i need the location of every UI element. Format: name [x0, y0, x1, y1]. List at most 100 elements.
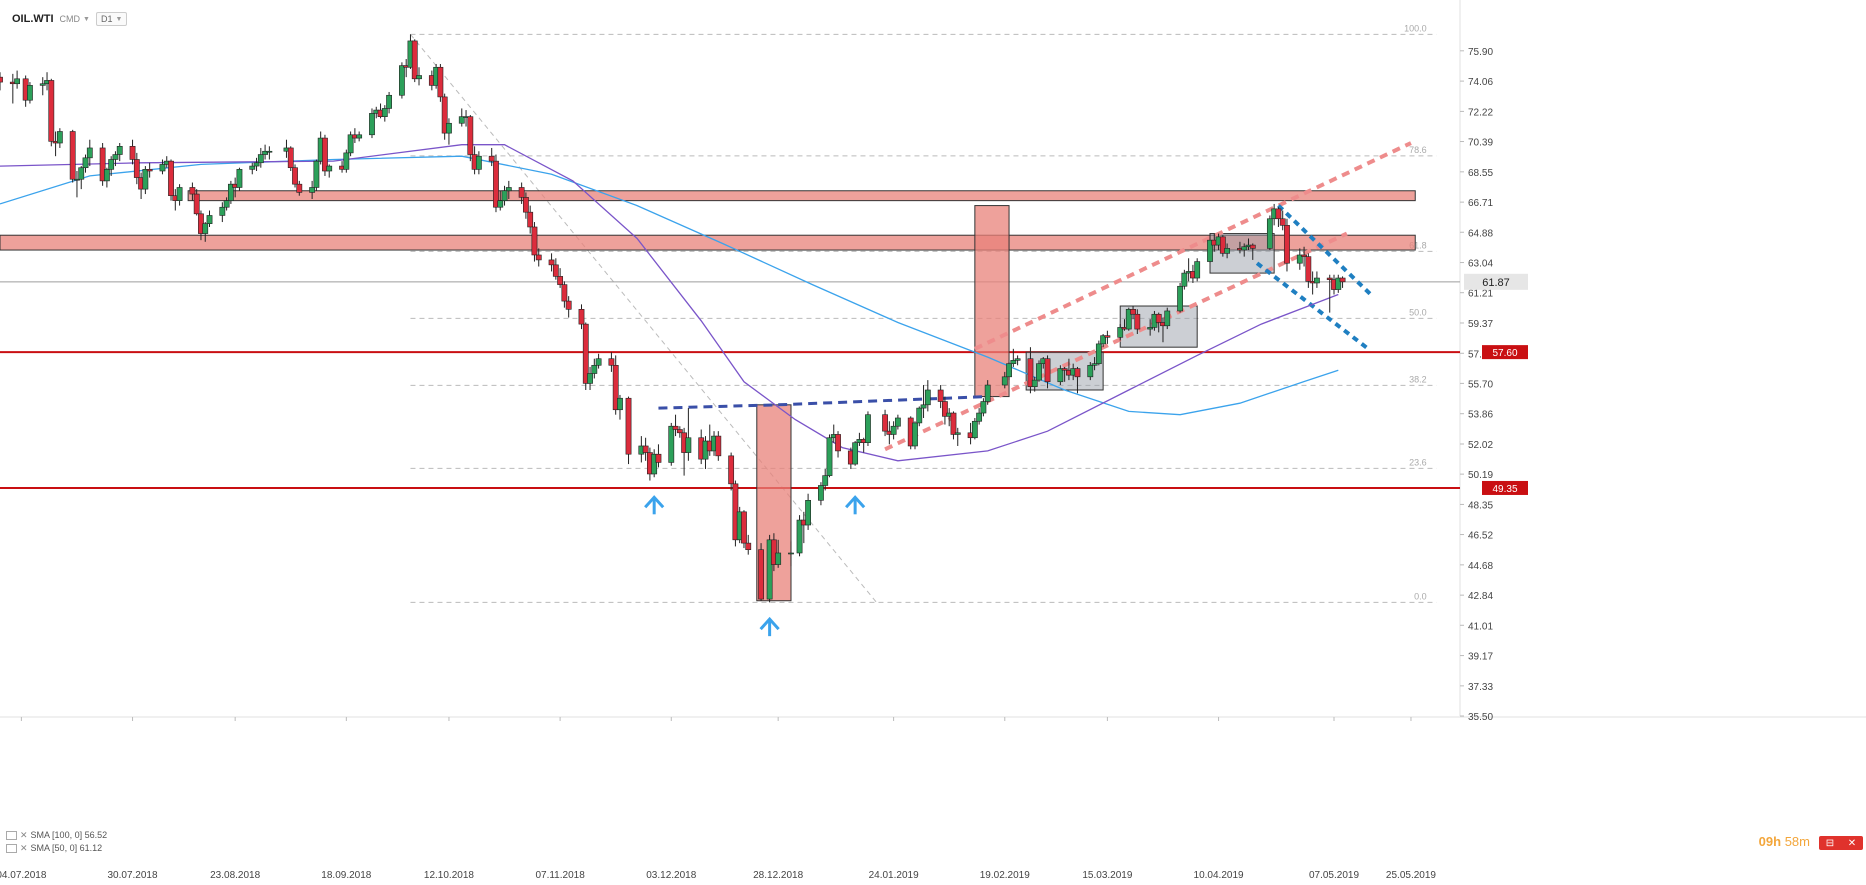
candle [27, 82, 33, 104]
candle-body [1335, 277, 1342, 290]
collapse-icon[interactable]: ⊟ [1825, 837, 1835, 849]
y-tick-label: 37.33 [1468, 682, 1493, 693]
candle-body [1194, 261, 1201, 279]
candle-body [1130, 309, 1136, 315]
falling-channel-lower [1255, 261, 1370, 351]
candle [835, 431, 841, 458]
symbol-label[interactable]: OIL.WTI [12, 13, 54, 25]
candle-body [493, 160, 499, 208]
candle [984, 380, 991, 405]
candle-body [475, 155, 482, 170]
fib-level-label: 38.2 [1409, 374, 1427, 384]
y-tick-label: 52.02 [1468, 440, 1493, 451]
candle [1031, 376, 1038, 392]
timeframe-dropdown[interactable]: D1 ▼ [95, 12, 128, 26]
candle [159, 159, 166, 175]
candle [266, 146, 273, 160]
candle [82, 154, 89, 173]
candle [561, 281, 568, 308]
candle [531, 222, 538, 262]
candle-body [381, 108, 388, 117]
candle [399, 62, 405, 99]
candle-body [206, 215, 213, 224]
neckline-dashed [658, 403, 779, 410]
candle [1006, 362, 1012, 381]
arrow-head [644, 495, 665, 509]
candle [1087, 362, 1094, 381]
candle [48, 78, 55, 147]
candle [788, 541, 794, 567]
candle-body [937, 389, 944, 402]
candle-body [826, 437, 833, 476]
arrow-head [845, 495, 866, 509]
candle [587, 366, 593, 390]
candle [642, 437, 649, 461]
candle [309, 180, 316, 199]
candle [1036, 360, 1042, 382]
y-tick-label: 63.04 [1468, 259, 1493, 270]
candle-body [1219, 236, 1226, 254]
price-label-text: 49.35 [1492, 484, 1517, 495]
candle [651, 449, 658, 478]
candle [1117, 324, 1124, 341]
candle [766, 534, 773, 603]
remove-indicator-icon[interactable]: ✕ [20, 830, 28, 840]
candle-body [591, 364, 598, 374]
candle [313, 159, 320, 191]
candle-body [1091, 363, 1098, 366]
candle [1314, 271, 1320, 288]
candle-body [770, 539, 777, 565]
candle [1326, 274, 1333, 313]
legend-row-sma100[interactable]: ✕ SMA [100, 0] 56.52 [6, 829, 107, 842]
y-tick-label: 55.70 [1468, 379, 1493, 390]
timeframe-label: D1 [100, 14, 113, 24]
candle [758, 543, 764, 601]
candle-body [262, 150, 268, 155]
candle [582, 322, 589, 390]
candle-body [822, 475, 829, 486]
candle-body [356, 134, 363, 139]
candle [446, 118, 452, 145]
candle-body [1249, 244, 1256, 249]
market-label: CMD [59, 14, 81, 24]
candle-body [488, 155, 495, 162]
candle [116, 143, 123, 162]
current-price-box [1464, 273, 1528, 290]
market-dropdown[interactable]: CMD ▼ [60, 14, 90, 24]
indicator-settings-icon[interactable] [6, 844, 17, 853]
candle [1057, 365, 1064, 386]
x-tick-label: 28.12.2018 [753, 870, 803, 881]
candle-body [99, 147, 106, 182]
candle-body [446, 122, 452, 134]
legend-row-sma50[interactable]: ✕ SMA [50, 0] 61.12 [6, 842, 107, 855]
candle [501, 185, 508, 206]
candle [1266, 215, 1273, 251]
candle [1284, 218, 1290, 272]
channel-lower-line [884, 231, 1348, 452]
candle-body [818, 485, 824, 501]
candle [668, 422, 675, 466]
remove-indicator-icon[interactable]: ✕ [20, 843, 28, 853]
candle-body [1284, 225, 1290, 264]
candle [1275, 207, 1282, 227]
y-tick-label: 53.86 [1468, 410, 1493, 421]
candle-body [223, 200, 230, 208]
candle [1155, 312, 1162, 333]
price-label-box [1482, 345, 1528, 360]
candle-body [745, 542, 752, 551]
candle-body [531, 226, 538, 256]
close-icon[interactable]: ✕ [1847, 837, 1857, 849]
candle-body [14, 78, 21, 85]
candle-body [617, 397, 623, 411]
candle [133, 152, 140, 185]
candle-body [1104, 335, 1111, 338]
candle [347, 131, 354, 157]
indicator-settings-icon[interactable] [6, 831, 17, 840]
candle [728, 452, 735, 491]
candle-countdown: 09h 58m [1759, 834, 1810, 849]
candle-body [1177, 285, 1183, 312]
candle-body [852, 442, 859, 465]
candle [356, 131, 363, 142]
candle-body [1074, 368, 1081, 378]
